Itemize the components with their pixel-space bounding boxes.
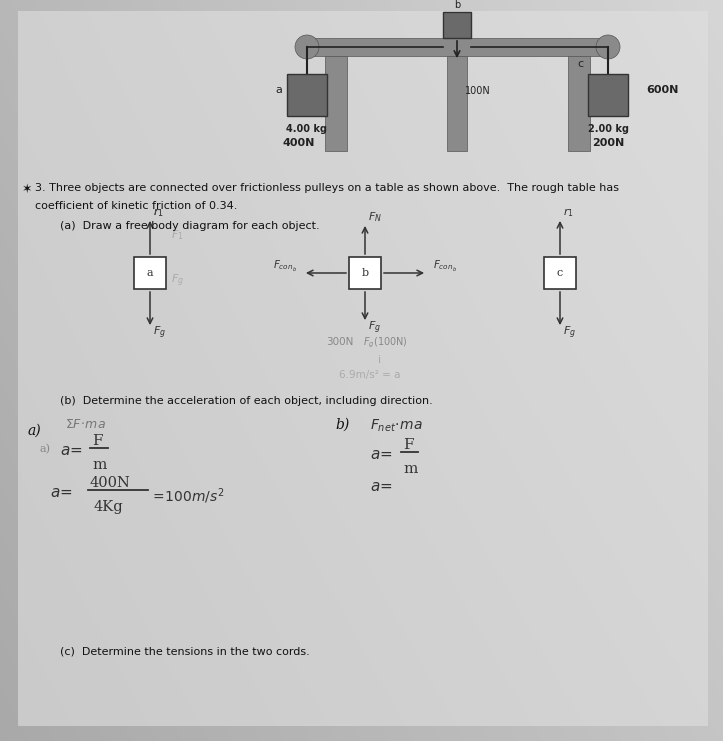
Text: 400N: 400N	[283, 138, 315, 148]
Text: b): b)	[335, 418, 349, 432]
Text: $r_1$: $r_1$	[153, 206, 164, 219]
Text: 600N: 600N	[646, 85, 678, 95]
Text: $a\!=\!$: $a\!=\!$	[50, 486, 73, 500]
Text: $a\!=$: $a\!=$	[370, 480, 393, 494]
Text: $a\!=$: $a\!=$	[60, 444, 83, 458]
Text: 2.00 kg: 2.00 kg	[588, 124, 628, 134]
Bar	[349, 257, 381, 289]
Bar	[544, 257, 576, 289]
Text: a): a)	[40, 444, 51, 454]
Bar	[134, 257, 166, 289]
Text: F: F	[92, 434, 103, 448]
Text: 200N: 200N	[592, 138, 624, 148]
Circle shape	[596, 35, 620, 59]
Text: a): a)	[28, 424, 42, 438]
Text: $F_g$: $F_g$	[153, 325, 166, 341]
Text: $r_1$: $r_1$	[153, 206, 164, 219]
Bar	[447, 56, 467, 151]
Text: a: a	[275, 85, 282, 95]
Circle shape	[295, 35, 319, 59]
Bar	[307, 38, 608, 56]
Text: $r_1$: $r_1$	[563, 206, 574, 219]
Text: 300N: 300N	[326, 337, 354, 347]
Text: ✶: ✶	[22, 183, 33, 196]
Text: $F_N$: $F_N$	[368, 210, 382, 224]
Text: $a\!=\!$: $a\!=\!$	[370, 448, 393, 462]
Text: F: F	[403, 438, 414, 452]
Text: $F_g$: $F_g$	[563, 325, 576, 341]
Text: $F_{con_b}$: $F_{con_b}$	[273, 259, 297, 274]
Text: b: b	[362, 268, 369, 278]
Text: $F_g$: $F_g$	[171, 273, 184, 289]
Bar	[325, 56, 347, 151]
Text: 400N: 400N	[90, 476, 131, 490]
Text: (c)  Determine the tensions in the two cords.: (c) Determine the tensions in the two co…	[60, 646, 309, 656]
Bar	[443, 12, 471, 38]
Text: 100N: 100N	[465, 86, 491, 96]
Text: c: c	[557, 268, 563, 278]
Text: (b)  Determine the acceleration of each object, including direction.: (b) Determine the acceleration of each o…	[60, 396, 433, 406]
Text: 4Kg: 4Kg	[93, 500, 123, 514]
Bar	[568, 56, 590, 151]
Text: 6.9m/s² = a: 6.9m/s² = a	[339, 370, 401, 380]
Text: $F_{con_b}$: $F_{con_b}$	[433, 259, 457, 274]
Text: $F_{net}\!\cdot\!ma$: $F_{net}\!\cdot\!ma$	[370, 418, 423, 434]
Text: $\!=\!100m/s^2$: $\!=\!100m/s^2$	[152, 486, 224, 505]
Text: i: i	[378, 355, 382, 365]
Text: $F_g$(100N): $F_g$(100N)	[362, 336, 408, 350]
Text: (a)  Draw a free body diagram for each object.: (a) Draw a free body diagram for each ob…	[60, 221, 320, 231]
Text: m: m	[92, 458, 106, 472]
Text: coefficient of kinetic friction of 0.34.: coefficient of kinetic friction of 0.34.	[35, 201, 237, 211]
Text: $F_g$: $F_g$	[368, 319, 381, 336]
Text: b: b	[454, 0, 460, 10]
Text: m: m	[403, 462, 417, 476]
Bar	[287, 74, 327, 116]
Text: c: c	[577, 59, 583, 69]
Text: $F_1$: $F_1$	[171, 228, 184, 242]
Text: a: a	[147, 268, 153, 278]
Bar	[588, 74, 628, 116]
Text: $\Sigma F\!\cdot\!ma$: $\Sigma F\!\cdot\!ma$	[65, 418, 106, 431]
Text: 4.00 kg: 4.00 kg	[286, 124, 328, 134]
Text: 3. Three objects are connected over frictionless pulleys on a table as shown abo: 3. Three objects are connected over fric…	[35, 183, 619, 193]
